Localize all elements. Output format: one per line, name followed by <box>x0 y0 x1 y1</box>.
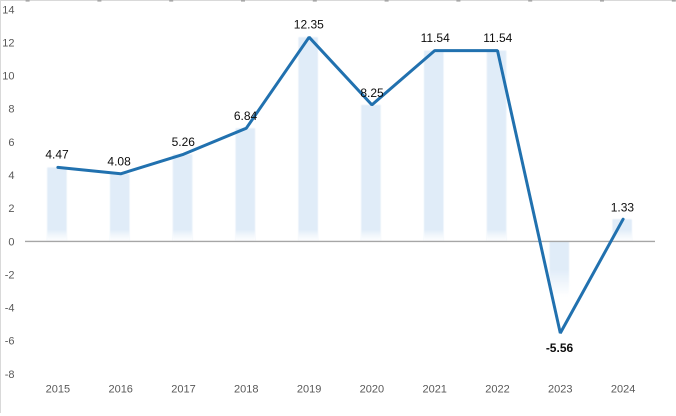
svg-text:1.33: 1.33 <box>611 200 635 214</box>
svg-text:2017: 2017 <box>171 383 195 395</box>
svg-text:10: 10 <box>2 71 14 83</box>
svg-text:4.08: 4.08 <box>107 154 131 168</box>
svg-text:2019: 2019 <box>297 383 321 395</box>
svg-text:14: 14 <box>2 4 14 16</box>
svg-text:-4: -4 <box>5 303 15 315</box>
svg-text:4: 4 <box>8 170 14 182</box>
svg-text:2022: 2022 <box>485 383 509 395</box>
svg-text:5.26: 5.26 <box>172 135 196 149</box>
svg-text:2016: 2016 <box>108 383 132 395</box>
svg-text:2020: 2020 <box>360 383 384 395</box>
svg-text:8: 8 <box>8 104 14 116</box>
svg-text:2018: 2018 <box>234 383 258 395</box>
svg-text:-2: -2 <box>5 269 15 281</box>
svg-text:2015: 2015 <box>46 383 70 395</box>
svg-text:2023: 2023 <box>548 383 572 395</box>
svg-text:12: 12 <box>2 38 14 50</box>
svg-text:2: 2 <box>8 203 14 215</box>
svg-text:-6: -6 <box>5 336 15 348</box>
svg-text:12.35: 12.35 <box>294 18 324 32</box>
svg-text:-8: -8 <box>5 369 15 381</box>
svg-text:11.54: 11.54 <box>483 31 512 45</box>
svg-text:6: 6 <box>8 137 14 149</box>
svg-text:2021: 2021 <box>422 383 446 395</box>
svg-text:6.84: 6.84 <box>234 109 258 123</box>
svg-text:11.54: 11.54 <box>421 31 450 45</box>
svg-text:8.25: 8.25 <box>360 86 384 100</box>
svg-text:4.47: 4.47 <box>45 148 69 162</box>
svg-text:-5.56: -5.56 <box>546 341 574 355</box>
svg-text:0: 0 <box>8 236 14 248</box>
svg-text:2024: 2024 <box>611 383 635 395</box>
